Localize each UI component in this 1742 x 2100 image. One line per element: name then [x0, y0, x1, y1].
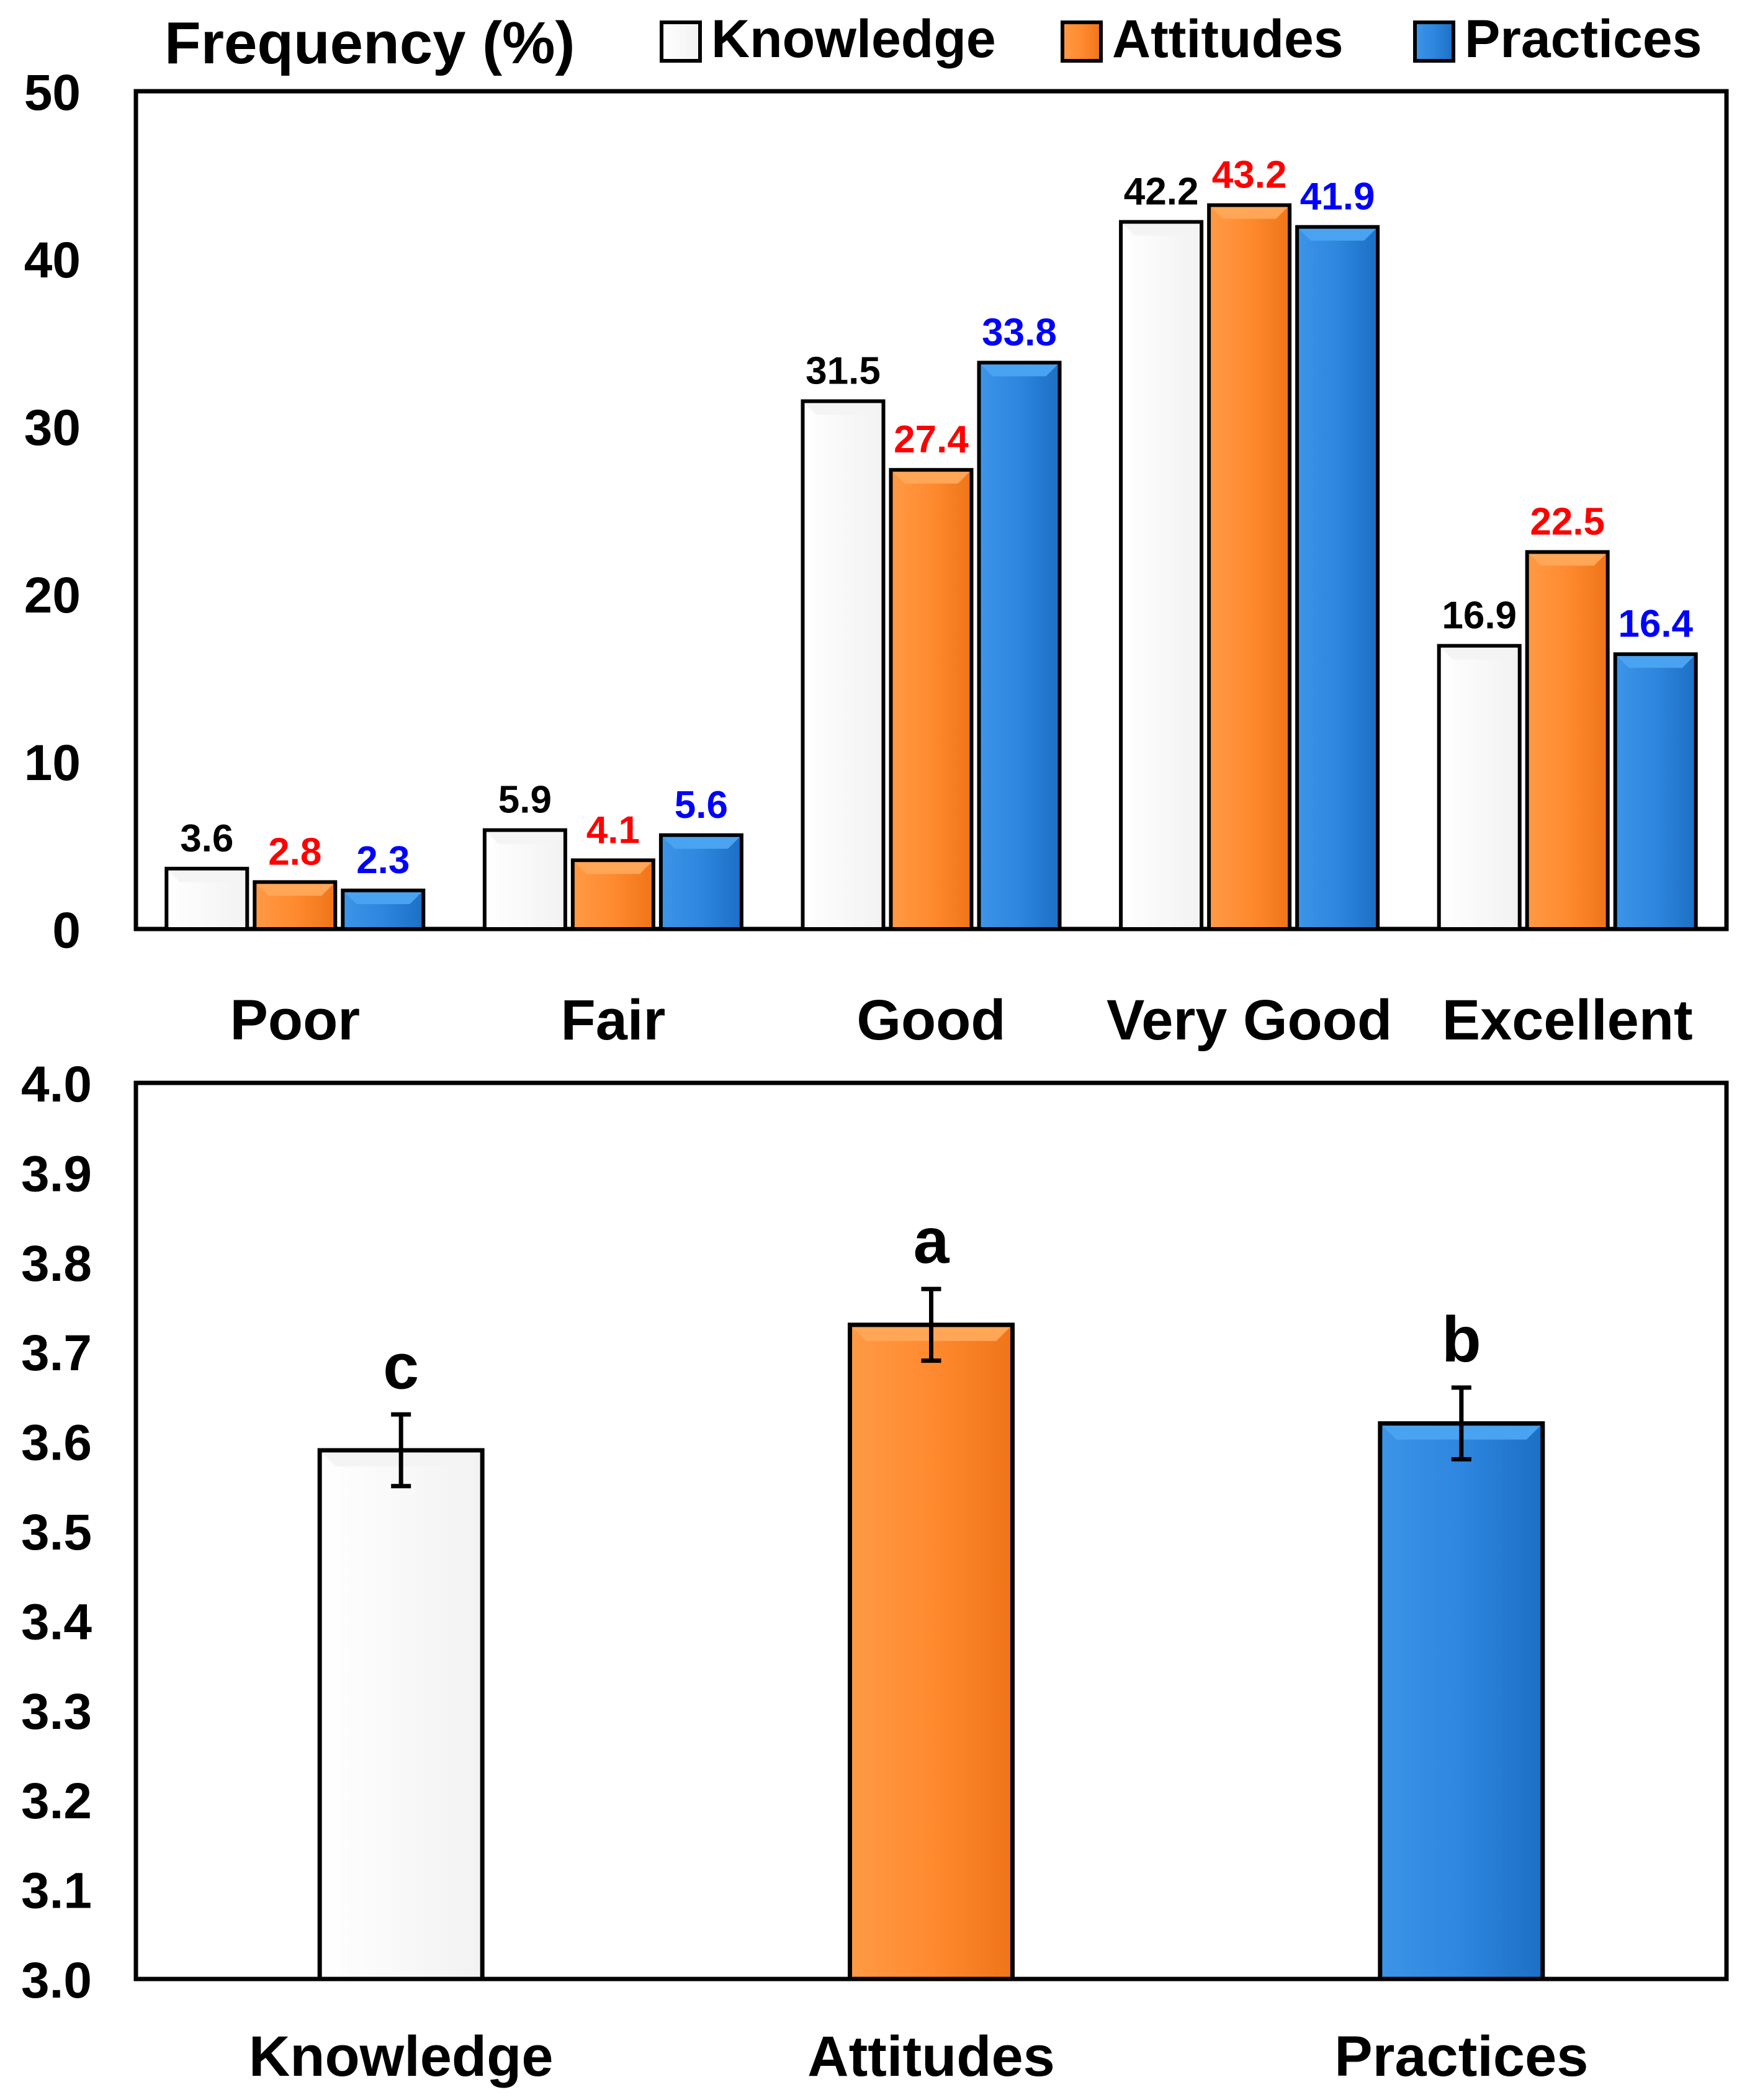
frequency-bar-poor-practices-value-label: 2.3	[356, 839, 410, 882]
mean-y-tick-3-3: 3.3	[21, 1684, 92, 1740]
legend-label-knowledge: Knowledge	[711, 9, 996, 69]
frequency-y-axis: 0 10 20 30 40 50	[24, 65, 81, 959]
frequency-bar-fair-attitudes-value-label: 4.1	[586, 809, 640, 851]
frequency-bar-poor-attitudes-bevel	[256, 884, 334, 896]
mean-bar-attitudes	[848, 1322, 1015, 1981]
mean-bar-knowledge-significance-letter: c	[383, 1330, 419, 1402]
mean-x-label-knowledge: Knowledge	[249, 2025, 554, 2088]
frequency-bar-excellent-practices-bevel	[1617, 656, 1694, 668]
frequency-bar-fair-practices-bevel	[662, 837, 740, 849]
mean-y-tick-3-9: 3.9	[21, 1146, 92, 1202]
frequency-bar-good-knowledge	[801, 399, 886, 931]
mean-bars: c a b	[317, 1205, 1545, 1981]
frequency-bar-fair-practices	[658, 833, 743, 931]
frequency-bar-very-good-attitudes-bevel	[1211, 207, 1288, 219]
mean-y-axis: 3.0 3.1 3.2 3.3 3.4 3.5 3.6 3.7 3.8 3.9 4.0	[21, 1056, 92, 2009]
frequency-bar-good-knowledge-bevel	[804, 403, 882, 415]
legend-swatch-knowledge	[660, 20, 702, 63]
legend-item-knowledge: Knowledge	[660, 9, 996, 69]
frequency-chart: Frequency (%) Knowledge Attitudes Practi…	[24, 9, 1729, 1052]
frequency-bar-good-practices	[977, 361, 1062, 931]
mean-x-axis: Knowledge Attitudes Practices	[249, 2025, 1589, 2088]
frequency-bar-fair-practices-value-label: 5.6	[675, 784, 728, 827]
frequency-bar-good-attitudes	[889, 468, 974, 931]
frequency-bar-fair-attitudes-bevel	[574, 862, 652, 874]
mean-y-tick-3-7: 3.7	[21, 1325, 92, 1381]
frequency-y-tick-50: 50	[24, 65, 81, 121]
frequency-bar-good-practices-bevel	[981, 364, 1058, 377]
mean-score-chart: 3.0 3.1 3.2 3.3 3.4 3.5 3.6 3.7 3.8 3.9 4.0 c a b Kn…	[21, 1056, 1729, 2088]
legend: Knowledge Attitudes Practices	[660, 9, 1702, 69]
mean-y-tick-3-6: 3.6	[21, 1415, 92, 1471]
frequency-bar-fair-knowledge	[482, 828, 567, 931]
frequency-bar-poor-knowledge-bevel	[168, 870, 246, 882]
frequency-bar-very-good-attitudes	[1207, 203, 1292, 931]
frequency-y-tick-20: 20	[24, 567, 81, 624]
frequency-chart-title: Frequency (%)	[164, 10, 575, 76]
mean-bar-attitudes-significance-letter: a	[914, 1205, 950, 1277]
frequency-x-label-very-good: Very Good	[1107, 989, 1392, 1052]
legend-item-practices: Practices	[1413, 9, 1702, 69]
frequency-bar-poor-knowledge-value-label: 3.6	[180, 817, 233, 860]
mean-bar-practices	[1378, 1421, 1545, 1981]
frequency-x-label-good: Good	[856, 989, 1005, 1052]
mean-x-label-attitudes: Attitudes	[807, 2025, 1055, 2088]
frequency-x-label-poor: Poor	[230, 989, 361, 1052]
frequency-bar-excellent-knowledge-bevel	[1440, 647, 1518, 660]
frequency-x-label-fair: Fair	[561, 989, 666, 1052]
frequency-bar-good-attitudes-value-label: 27.4	[894, 418, 969, 461]
frequency-bar-poor-attitudes-value-label: 2.8	[268, 830, 321, 873]
mean-y-tick-3-4: 3.4	[21, 1594, 92, 1650]
frequency-bar-excellent-practices	[1613, 652, 1698, 931]
mean-bar-knowledge	[317, 1448, 485, 1981]
frequency-bar-very-good-practices	[1295, 225, 1380, 931]
frequency-bar-very-good-attitudes-value-label: 43.2	[1212, 154, 1287, 197]
frequency-bar-very-good-practices-value-label: 41.9	[1300, 176, 1375, 218]
frequency-bar-fair-knowledge-bevel	[486, 832, 563, 844]
legend-label-attitudes: Attitudes	[1112, 9, 1344, 69]
frequency-bar-excellent-practices-value-label: 16.4	[1618, 603, 1693, 645]
frequency-x-axis: Poor Fair Good Very Good Excellent	[230, 989, 1693, 1052]
legend-swatch-attitudes	[1061, 20, 1103, 63]
frequency-bar-excellent-knowledge	[1437, 644, 1522, 931]
frequency-y-tick-40: 40	[24, 232, 81, 289]
frequency-bar-very-good-practices-bevel	[1299, 228, 1376, 241]
frequency-bar-very-good-knowledge-bevel	[1123, 223, 1200, 236]
mean-y-tick-3-0: 3.0	[21, 1952, 92, 2009]
frequency-bar-fair-knowledge-value-label: 5.9	[498, 779, 552, 822]
frequency-bar-good-attitudes-bevel	[892, 472, 970, 484]
frequency-y-tick-30: 30	[24, 400, 81, 456]
frequency-bar-excellent-attitudes-bevel	[1529, 554, 1606, 566]
frequency-y-tick-10: 10	[24, 735, 81, 791]
frequency-bar-good-knowledge-value-label: 31.5	[806, 350, 881, 393]
legend-item-attitudes: Attitudes	[1061, 9, 1344, 69]
frequency-bar-excellent-knowledge-value-label: 16.9	[1442, 595, 1517, 637]
frequency-bar-excellent-attitudes	[1525, 550, 1610, 931]
mean-x-label-practices: Practices	[1334, 2025, 1588, 2088]
mean-y-tick-4-0: 4.0	[21, 1056, 92, 1113]
mean-bar-practices-significance-letter: b	[1442, 1304, 1481, 1376]
frequency-bar-excellent-attitudes-value-label: 22.5	[1530, 501, 1605, 544]
mean-y-tick-3-8: 3.8	[21, 1236, 92, 1292]
frequency-y-tick-0: 0	[52, 902, 81, 959]
frequency-bar-good-practices-value-label: 33.8	[982, 311, 1057, 354]
frequency-bar-poor-practices-bevel	[344, 892, 422, 904]
legend-swatch-practices	[1413, 20, 1455, 63]
mean-y-tick-3-1: 3.1	[21, 1863, 92, 1919]
frequency-bar-very-good-knowledge	[1119, 220, 1204, 931]
mean-y-tick-3-5: 3.5	[21, 1504, 92, 1561]
legend-label-practices: Practices	[1465, 9, 1702, 69]
frequency-x-label-excellent: Excellent	[1442, 989, 1693, 1052]
mean-y-tick-3-2: 3.2	[21, 1773, 92, 1829]
frequency-bar-very-good-knowledge-value-label: 42.2	[1124, 171, 1199, 213]
frequency-bars: 3.6 2.8 2.3 5.9 4.1 5.6 31.5 27.4 33.8 42.2 43.2 41…	[164, 154, 1698, 931]
